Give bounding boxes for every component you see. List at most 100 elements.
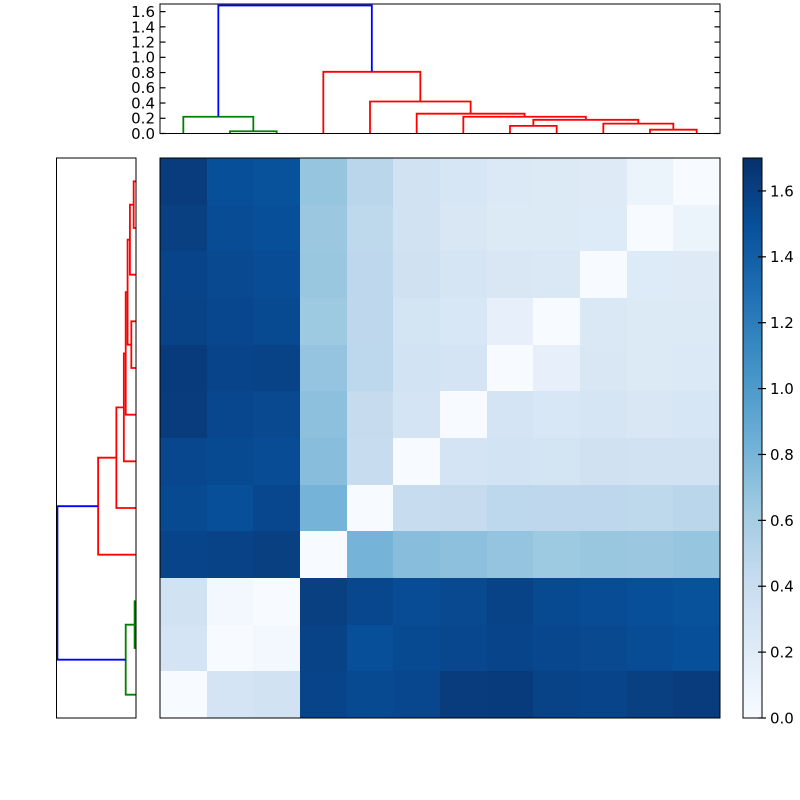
y-tick-label: 0.0 (131, 125, 155, 143)
heatmap-cell (160, 578, 207, 625)
dendrogram-link-red (602, 122, 675, 134)
heatmap-cell (440, 578, 487, 625)
heatmap-cell (580, 671, 627, 718)
heatmap-cell (346, 624, 394, 672)
dendrogram-link-green (124, 623, 136, 696)
heatmap-cell (533, 204, 580, 252)
heatmap-cell (393, 204, 440, 252)
dendrogram-link-red (126, 238, 132, 346)
y-tick-label: 1.0 (131, 49, 155, 67)
heatmap-cell (440, 484, 487, 532)
heatmap-cell (486, 391, 534, 438)
heatmap-cell (440, 158, 487, 205)
heatmap-cell (673, 438, 720, 485)
heatmap-cell (253, 344, 300, 392)
heatmap-cell (300, 158, 347, 205)
colorbar-tick-label: 0.2 (770, 644, 794, 662)
heatmap-cell (626, 484, 674, 532)
heatmap-cell (626, 391, 674, 438)
heatmap-cell (626, 624, 674, 672)
heatmap-cell (486, 344, 534, 392)
heatmap-cell (580, 531, 627, 578)
heatmap-cell (533, 484, 580, 532)
dendrogram-link-red (322, 70, 422, 134)
heatmap-cell (626, 671, 674, 718)
heatmap-cell (160, 158, 207, 205)
heatmap-cell (533, 531, 580, 578)
heatmap-cell (580, 204, 627, 252)
heatmap-cell (300, 531, 347, 578)
heatmap-cell (160, 531, 207, 578)
heatmap-cell (486, 298, 534, 345)
heatmap-cell (300, 438, 347, 485)
heatmap-cell (206, 344, 254, 392)
heatmap-cell (206, 484, 254, 532)
heatmap-cell (673, 204, 720, 252)
left-dendrogram (56, 180, 136, 696)
heatmap-cell (346, 344, 394, 392)
dendrogram-link-green (229, 130, 278, 134)
heatmap-cell (206, 391, 254, 438)
dendrogram-link-red (462, 115, 587, 134)
y-tick-label: 0.8 (131, 64, 155, 82)
heatmap-cell (300, 298, 347, 345)
colorbar-tick-label: 0.8 (770, 446, 794, 464)
dendrogram-link-red (132, 180, 136, 229)
heatmap-cell (393, 391, 440, 438)
heatmap-cell (440, 298, 487, 345)
heatmap-cell (533, 578, 580, 625)
dendrogram-link-red (369, 100, 472, 134)
heatmap-cell (346, 578, 394, 625)
heatmap-cell (346, 298, 394, 345)
heatmap-cell (393, 158, 440, 205)
heatmap-cell (673, 484, 720, 532)
heatmap-cell (673, 531, 720, 578)
heatmap-cell (393, 578, 440, 625)
colorbar-tick-label: 0.6 (770, 512, 794, 530)
heatmap-cell (206, 251, 254, 298)
colorbar-tick-label: 1.4 (770, 248, 794, 266)
heatmap-cell (440, 531, 487, 578)
top-dendrogram (182, 4, 698, 134)
colorbar-gradient (743, 158, 762, 718)
heatmap-cell (440, 624, 487, 672)
heatmap-cell (486, 204, 534, 252)
heatmap-cell (160, 484, 207, 532)
heatmap-cell (346, 484, 394, 532)
heatmap-cell (346, 438, 394, 485)
heatmap-cell (206, 578, 254, 625)
heatmap-cell (253, 531, 300, 578)
dendrogram-link-red (124, 291, 136, 416)
heatmap-cell (486, 624, 534, 672)
heatmap-cell (253, 391, 300, 438)
colorbar-tick-label: 1.2 (770, 314, 794, 332)
top-dendrogram-axis-ticks: 0.00.20.40.60.81.01.21.41.6 (131, 3, 720, 143)
heatmap-cell (533, 391, 580, 438)
y-tick-label: 1.4 (131, 18, 155, 36)
dendrogram-link-red (97, 456, 136, 556)
heatmap-cell (346, 251, 394, 298)
heatmap-cell (300, 204, 347, 252)
heatmap-cell (580, 158, 627, 205)
heatmap-cell (533, 438, 580, 485)
heatmap-cell (580, 578, 627, 625)
heatmap-cell (253, 578, 300, 625)
dendrogram-link-red (649, 128, 698, 134)
heatmap-cell (626, 344, 674, 392)
heatmap-cell (673, 158, 720, 205)
heatmap-cell (486, 438, 534, 485)
heatmap-cell (626, 438, 674, 485)
heatmap-cell (393, 671, 440, 718)
colorbar-tick-label: 0.0 (770, 709, 794, 727)
heatmap-cell (160, 298, 207, 345)
dendrogram-link-red (122, 352, 136, 463)
heatmap-cell (393, 438, 440, 485)
dendrogram-link-red (509, 124, 558, 134)
heatmap-cell (300, 391, 347, 438)
heatmap-cell (580, 391, 627, 438)
heatmap-cell (206, 438, 254, 485)
heatmap-cell (346, 158, 394, 205)
heatmap-cell (673, 298, 720, 345)
heatmap-cell (673, 578, 720, 625)
y-tick-label: 1.6 (131, 3, 155, 21)
